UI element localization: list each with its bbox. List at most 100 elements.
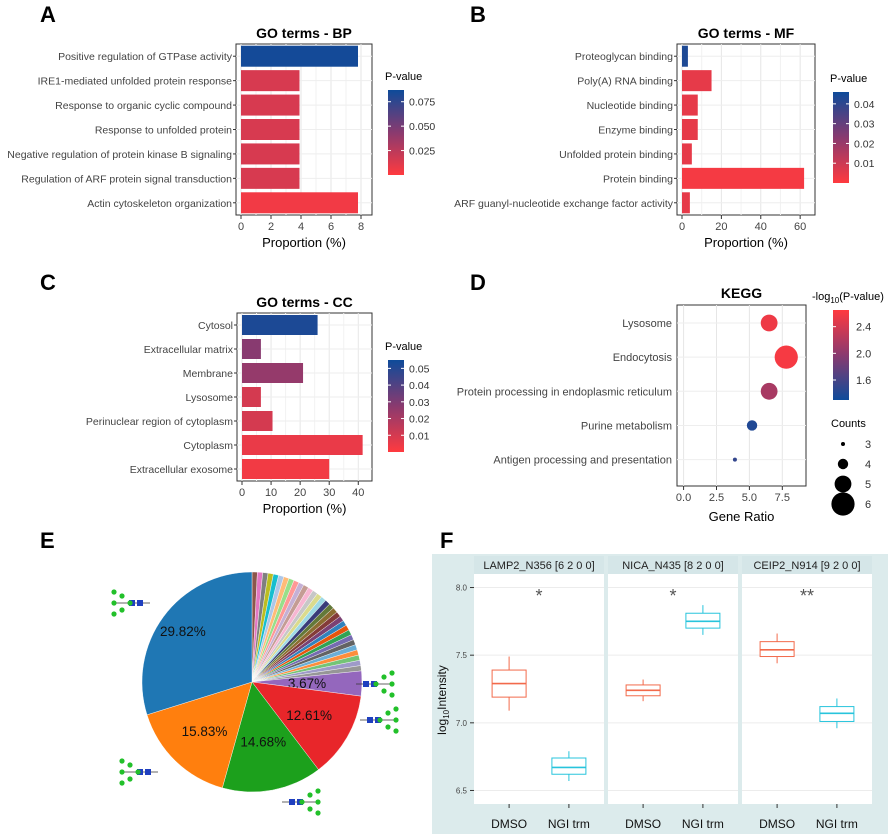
tick-label-y-f-1: 7.0: [456, 719, 468, 728]
panel-label-d: D: [470, 270, 486, 295]
chart-f: LAMP2_N356 [6 2 0 0] DMSO NGI trm * NICA_N43…: [432, 554, 888, 834]
bar-b-0: [682, 45, 688, 67]
size-legend-dot-d-3: [831, 492, 855, 516]
colorbar-a: [388, 90, 404, 175]
category-label-a-4: Negative regulation of protein kinase B …: [7, 149, 232, 161]
bar-a-6: [241, 192, 358, 214]
glycan-icon-blue-man-5: [127, 600, 133, 606]
bar-a-5: [241, 167, 300, 189]
glycan-icon-blue-man-4: [111, 611, 117, 617]
glycan-icon-blue-man-3: [111, 600, 117, 606]
axis-label-x-b: Proportion (%): [704, 235, 788, 250]
bar-c-2: [242, 363, 304, 383]
colorbar-label-b-2: 0.03: [854, 119, 875, 131]
colorbar-label-a-2: 0.075: [409, 97, 435, 109]
facet-strip-0: [474, 556, 604, 574]
colorbar-title-b: P-value: [830, 73, 867, 85]
size-legend-label-d-2: 5: [865, 479, 871, 491]
size-legend-dot-d-0: [841, 442, 845, 446]
size-legend-label-d-3: 6: [865, 499, 871, 511]
size-legend-dot-d-1: [837, 458, 849, 470]
tick-label-x-d-1: 2.5: [709, 492, 724, 504]
facet-title-2: CEIP2_N914 [9 2 0 0]: [753, 560, 860, 572]
bar-b-1: [682, 70, 712, 92]
glycan-icon-purple-man-2: [389, 670, 395, 676]
colorbar-label-c-4: 0.05: [409, 363, 430, 375]
glycan-icon-blue: [111, 589, 150, 617]
chart-c: 0 10 20 30 40 Cytosol Extracellular matrix Memb…: [86, 294, 430, 516]
glycan-icon-red-glcnac-2: [367, 717, 373, 723]
tick-label-x-a-2: 4: [298, 221, 304, 233]
panel-label-a: A: [40, 2, 56, 27]
glycan-icon-purple-man-4: [389, 692, 395, 698]
significance-2: **: [800, 586, 814, 606]
group-label-2-1: NGI trm: [816, 817, 858, 831]
bar-b-3: [682, 119, 698, 140]
chart-b: 0 20 40 60 Proteoglycan binding Poly(A) RNA b…: [454, 25, 874, 250]
significance-1: *: [669, 586, 676, 606]
glycan-icon-orange-man-0: [127, 762, 133, 768]
slice-1: [146, 681, 253, 789]
axis-label-x-a: Proportion (%): [262, 235, 346, 250]
category-label-b-2: Nucleotide binding: [587, 100, 674, 112]
tick-label-x-d-0: 0.0: [676, 492, 691, 504]
category-label-a-0: Positive regulation of GTPase activity: [58, 51, 233, 63]
dot-d-3: [746, 420, 758, 431]
bar-b-4: [682, 143, 692, 165]
glycan-icon-green-glcnac-2: [289, 799, 295, 805]
category-label-b-0: Proteoglycan binding: [575, 51, 673, 63]
glycan-icon-red: [360, 706, 399, 734]
glycan-icon-green-man-2: [315, 788, 321, 794]
tick-label-x-c-1: 10: [265, 487, 277, 499]
category-label-d-3: Purine metabolism: [581, 420, 672, 432]
colorbar-label-c-2: 0.03: [409, 397, 430, 409]
glycan-icon-purple-man-3: [389, 681, 395, 687]
facet-strip-1: [608, 556, 738, 574]
glycan-icon-purple-man-0: [381, 674, 387, 680]
glycan-icon-purple: [356, 670, 395, 698]
glycan-icon-orange-man-2: [119, 758, 125, 764]
tick-label-x-c-0: 0: [239, 487, 245, 499]
category-label-b-6: ARF guanyl-nucleotide exchange factor ac…: [454, 198, 674, 210]
size-legend-label-d-0: 3: [865, 439, 871, 451]
colorbar-label-d-0: 1.6: [856, 375, 871, 387]
bar-a-0: [241, 45, 358, 67]
glycan-icon-purple-man-1: [381, 688, 387, 694]
glycan-icon-green-man-0: [307, 792, 313, 798]
glycan-icon-orange-man-3: [119, 769, 125, 775]
colorbar-label-d-2: 2.4: [856, 322, 871, 334]
colorbar-title-a: P-value: [385, 71, 422, 83]
colorbar-label-c-0: 0.01: [409, 430, 430, 442]
chart-title-a: GO terms - BP: [256, 25, 352, 41]
colorbar-c: [388, 360, 404, 452]
dot-d-4: [732, 457, 737, 462]
tick-label-x-c-4: 40: [352, 487, 364, 499]
category-label-c-3: Lysosome: [186, 392, 234, 404]
group-label-1-1: NGI trm: [682, 817, 724, 831]
panel-label-c: C: [40, 270, 56, 295]
category-label-c-2: Membrane: [183, 368, 233, 380]
glycan-icon-red-man-1: [385, 724, 391, 730]
group-label-2-0: DMSO: [759, 817, 795, 831]
category-label-a-2: Response to organic cyclic compound: [55, 100, 232, 112]
colorbar-b: [833, 92, 849, 183]
glycan-icon-orange-man-1: [127, 776, 133, 782]
glycan-icon-orange-glcnac-2: [145, 769, 151, 775]
colorbar-label-b-1: 0.02: [854, 138, 875, 150]
dot-d-0: [760, 314, 778, 332]
bar-a-2: [241, 94, 300, 116]
bar-a-3: [241, 119, 300, 140]
glycan-icon-green-man-1: [307, 806, 313, 812]
slice-0: [141, 571, 253, 716]
dot-d-2: [760, 382, 778, 400]
bar-b-5: [682, 167, 805, 189]
bar-c-5: [242, 435, 363, 455]
significance-0: *: [535, 586, 542, 606]
category-label-a-1: IRE1-mediated unfolded protein response: [38, 76, 233, 88]
facet-strip-2: [742, 556, 872, 574]
axis-label-x-c: Proportion (%): [263, 501, 347, 516]
slice-label-0: 29.82%: [160, 624, 206, 639]
slice-label-2: 14.68%: [240, 734, 286, 749]
box-0-1: [551, 757, 587, 775]
